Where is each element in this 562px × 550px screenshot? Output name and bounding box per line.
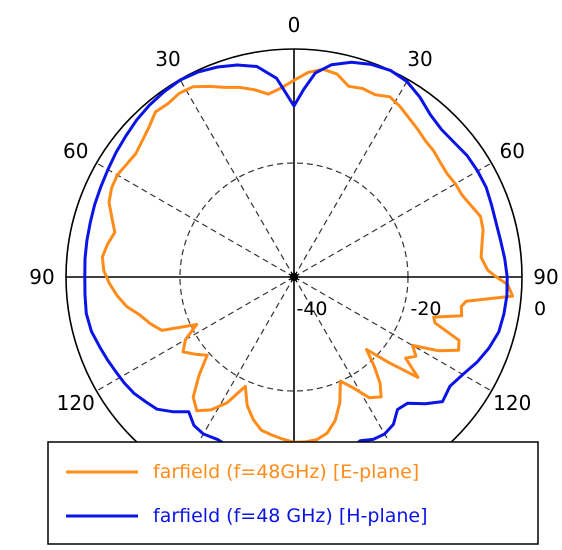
series-e-plane-line <box>100 67 515 444</box>
radial-tick-label: -40 <box>296 298 327 320</box>
angle-label-120: 120 <box>493 391 531 415</box>
angle-label-0: 0 <box>288 13 301 37</box>
grid-spoke <box>96 162 295 278</box>
legend-label: farfield (f=48GHz) [E-plane] <box>153 461 419 483</box>
angle-label-30: 30 <box>155 47 180 71</box>
grid-spoke <box>293 162 492 278</box>
legend-box <box>47 441 539 545</box>
angle-label-90: 90 <box>29 265 54 289</box>
legend: farfield (f=48GHz) [E-plane] farfield (f=… <box>47 441 539 545</box>
angle-label-90: 90 <box>533 265 558 289</box>
angle-label-60: 60 <box>63 139 88 163</box>
grid-spoke <box>179 79 295 278</box>
angle-label-120: 120 <box>57 391 95 415</box>
label-layer: 0 30 30 60 60 90 90 120 120 -40 -20 0 <box>29 13 558 415</box>
grid-spoke <box>293 79 409 278</box>
angle-label-60: 60 <box>500 139 525 163</box>
polar-grid <box>65 48 523 506</box>
series-h-plane-line <box>83 60 509 480</box>
center-spoke <box>290 271 298 283</box>
grid-spoke <box>293 276 492 392</box>
angle-label-30: 30 <box>407 47 432 71</box>
legend-label: farfield (f=48 GHz) [H-plane] <box>153 505 428 527</box>
radial-tick-label: 0 <box>534 298 546 320</box>
series-layer <box>83 60 515 480</box>
grid-spoke <box>96 276 295 392</box>
radial-tick-label: -20 <box>410 298 441 320</box>
